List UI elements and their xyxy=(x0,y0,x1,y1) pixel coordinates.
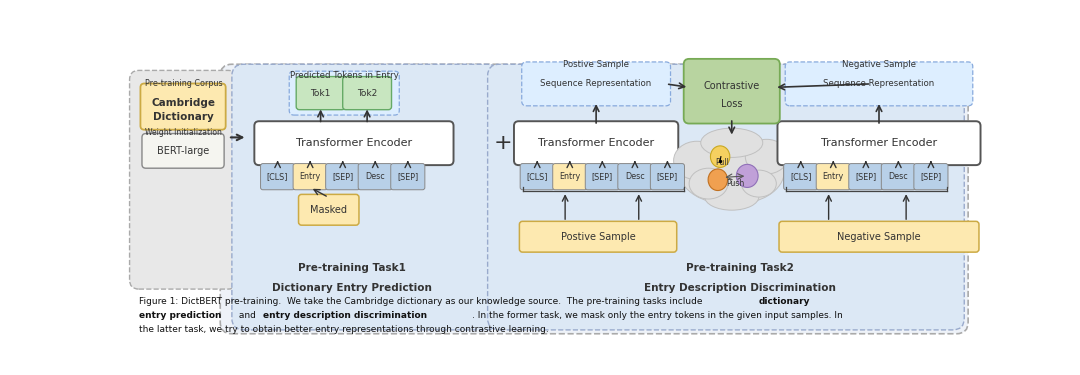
Text: Entry: Entry xyxy=(823,172,843,181)
Text: the latter task, we try to obtain better entry representations through contrasti: the latter task, we try to obtain better… xyxy=(139,324,549,333)
FancyBboxPatch shape xyxy=(293,164,327,190)
FancyBboxPatch shape xyxy=(778,121,981,165)
FancyBboxPatch shape xyxy=(779,221,978,252)
Text: [SEP]: [SEP] xyxy=(657,172,678,181)
Text: Postive Sample: Postive Sample xyxy=(563,60,630,69)
Text: [CLS]: [CLS] xyxy=(526,172,548,181)
Text: Push: Push xyxy=(727,179,745,188)
Text: [SEP]: [SEP] xyxy=(855,172,877,181)
FancyBboxPatch shape xyxy=(289,71,400,115)
FancyBboxPatch shape xyxy=(130,70,238,289)
Text: [SEP]: [SEP] xyxy=(397,172,418,181)
FancyBboxPatch shape xyxy=(326,164,360,190)
FancyBboxPatch shape xyxy=(521,164,554,190)
FancyBboxPatch shape xyxy=(296,76,345,110)
FancyBboxPatch shape xyxy=(618,164,652,190)
FancyBboxPatch shape xyxy=(359,164,392,190)
FancyBboxPatch shape xyxy=(650,164,685,190)
Text: entry description discrimination: entry description discrimination xyxy=(262,310,427,320)
Ellipse shape xyxy=(689,168,728,199)
FancyBboxPatch shape xyxy=(785,62,973,106)
Text: Masked: Masked xyxy=(310,205,348,215)
Text: Dictionary Entry Prediction: Dictionary Entry Prediction xyxy=(272,282,432,292)
Text: [SEP]: [SEP] xyxy=(332,172,353,181)
Text: +: + xyxy=(494,133,512,153)
FancyBboxPatch shape xyxy=(849,164,882,190)
Ellipse shape xyxy=(701,128,762,158)
Text: Entry: Entry xyxy=(299,172,321,181)
FancyBboxPatch shape xyxy=(391,164,424,190)
Text: Desc: Desc xyxy=(889,172,908,181)
Text: Tok2: Tok2 xyxy=(357,88,377,98)
Text: Entry: Entry xyxy=(559,172,580,181)
Text: [CLS]: [CLS] xyxy=(267,172,288,181)
Text: Pre-training Corpus: Pre-training Corpus xyxy=(145,79,222,88)
FancyBboxPatch shape xyxy=(784,164,818,190)
FancyBboxPatch shape xyxy=(260,164,295,190)
Text: [SEP]: [SEP] xyxy=(592,172,613,181)
Text: Postive Sample: Postive Sample xyxy=(561,232,635,242)
Ellipse shape xyxy=(742,170,777,197)
Ellipse shape xyxy=(711,146,730,167)
Text: Pre-training Task1: Pre-training Task1 xyxy=(298,263,406,273)
Text: Desc: Desc xyxy=(365,172,386,181)
FancyBboxPatch shape xyxy=(220,64,968,334)
Text: BERT-large: BERT-large xyxy=(157,146,210,156)
FancyBboxPatch shape xyxy=(232,64,499,330)
FancyBboxPatch shape xyxy=(553,164,586,190)
Text: Contrastive: Contrastive xyxy=(704,81,760,91)
FancyBboxPatch shape xyxy=(298,194,359,225)
Text: Desc: Desc xyxy=(625,172,645,181)
FancyBboxPatch shape xyxy=(519,221,677,252)
Text: [SEP]: [SEP] xyxy=(920,172,942,181)
Ellipse shape xyxy=(674,141,720,180)
Text: Weight Initialization: Weight Initialization xyxy=(146,128,222,136)
FancyBboxPatch shape xyxy=(514,121,678,165)
Ellipse shape xyxy=(679,140,784,205)
FancyBboxPatch shape xyxy=(816,164,850,190)
Text: Loss: Loss xyxy=(721,99,743,109)
Ellipse shape xyxy=(708,169,728,190)
Text: Transformer Encoder: Transformer Encoder xyxy=(296,138,411,148)
Text: Cambridge: Cambridge xyxy=(151,98,215,108)
Text: dictionary: dictionary xyxy=(759,297,810,306)
FancyBboxPatch shape xyxy=(684,59,780,123)
FancyBboxPatch shape xyxy=(255,121,454,165)
FancyBboxPatch shape xyxy=(342,76,392,110)
Ellipse shape xyxy=(737,164,758,188)
Text: Pull: Pull xyxy=(716,158,729,167)
Text: Negative Sample: Negative Sample xyxy=(837,232,921,242)
FancyBboxPatch shape xyxy=(585,164,619,190)
Text: Transformer Encoder: Transformer Encoder xyxy=(821,138,937,148)
Text: Transformer Encoder: Transformer Encoder xyxy=(538,138,654,148)
Ellipse shape xyxy=(704,183,759,210)
Text: [CLS]: [CLS] xyxy=(789,172,811,181)
FancyBboxPatch shape xyxy=(881,164,916,190)
Text: Dictionary: Dictionary xyxy=(152,112,214,122)
FancyBboxPatch shape xyxy=(140,84,226,130)
FancyBboxPatch shape xyxy=(141,134,225,168)
Text: . In the former task, we mask only the entry tokens in the given input samples. : . In the former task, we mask only the e… xyxy=(472,310,842,320)
Text: Figure 1: DictBERT pre-training.  We take the Cambridge dictionary as our knowle: Figure 1: DictBERT pre-training. We take… xyxy=(139,297,705,306)
FancyBboxPatch shape xyxy=(488,64,964,330)
Text: Tok1: Tok1 xyxy=(310,88,330,98)
Text: Negative Sample: Negative Sample xyxy=(842,60,916,69)
Text: Pre-training Task2: Pre-training Task2 xyxy=(686,263,794,273)
Text: and: and xyxy=(235,310,258,320)
FancyBboxPatch shape xyxy=(522,62,671,106)
Text: Sequence Representation: Sequence Representation xyxy=(823,80,934,88)
Text: Predicted Tokens in Entry: Predicted Tokens in Entry xyxy=(289,71,399,80)
FancyBboxPatch shape xyxy=(914,164,948,190)
Text: Entry Description Discrimination: Entry Description Discrimination xyxy=(644,282,836,292)
Text: entry prediction: entry prediction xyxy=(139,310,221,320)
Ellipse shape xyxy=(745,140,788,174)
Text: Sequence Representation: Sequence Representation xyxy=(540,80,651,88)
